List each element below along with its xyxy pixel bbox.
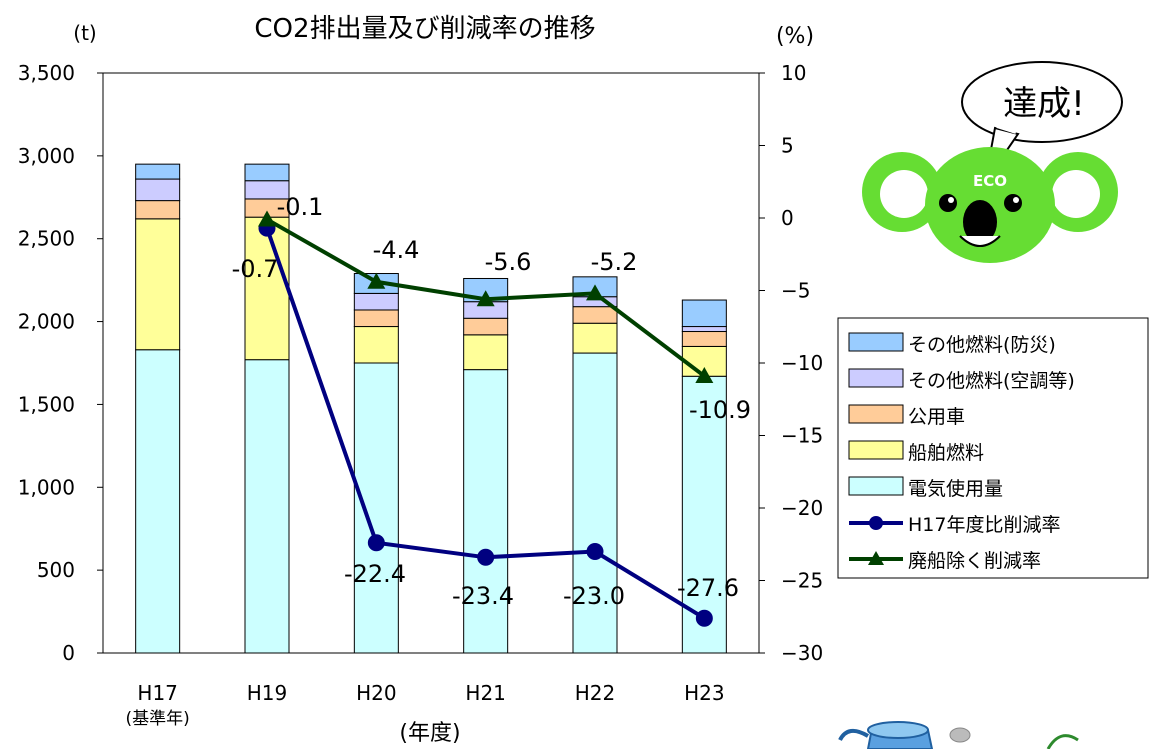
- y-left-tick-label: 3,000: [18, 144, 75, 168]
- data-labels: -0.7 -22.4 -23.4 -23.0 -27.6 -0.1 -4.4 -5.6 -5.2…: [232, 193, 751, 610]
- y-right-tick-label: 0: [781, 206, 794, 230]
- bar-segment: [244, 216, 290, 361]
- bar-segment: [353, 292, 399, 311]
- y-right-axis: −30 −25 −20 −15 −10 −5 0 5 10: [759, 61, 823, 665]
- bar-segment: [681, 299, 727, 328]
- line-point-triangle: [367, 272, 386, 289]
- x-tick-label: H21: [465, 681, 506, 705]
- y-left-tick-label: 1,500: [18, 392, 75, 416]
- line-data-label: -0.7: [232, 255, 279, 283]
- legend-label: 船舶燃料: [908, 442, 984, 464]
- y-left-tick-label: 1,000: [18, 475, 75, 499]
- line-point-triangle: [258, 210, 276, 227]
- line-point-triangle: [695, 367, 714, 384]
- legend-swatch: [848, 404, 904, 424]
- line-data-label: -5.2: [591, 248, 638, 276]
- y-right-tick-label: −5: [781, 279, 810, 303]
- y-left-axis: 0 500 1,000 1,500 2,000 2,500 3,000 3,500: [18, 61, 103, 665]
- y-right-tick-label: −10: [781, 351, 823, 375]
- y-right-tick-label: 10: [781, 61, 806, 85]
- bar-segment: [244, 163, 290, 182]
- bar-segment: [572, 322, 618, 354]
- bar-segment: [353, 326, 399, 364]
- line-point-circle: [367, 534, 385, 552]
- bar-segment: [463, 334, 509, 371]
- line-data-label: -0.1: [277, 193, 324, 221]
- bar-segment: [463, 369, 509, 654]
- x-axis: H17 (基準年) H19 H20 H21 H22 H23: [126, 681, 725, 729]
- y-left-tick-label: 2,500: [18, 227, 75, 251]
- bar-segment: [681, 326, 727, 333]
- line-point-circle: [477, 548, 495, 566]
- x-axis-label: (年度): [399, 721, 460, 746]
- bar-segment: [135, 178, 181, 202]
- bar-segment: [135, 218, 181, 351]
- koala-icon: ECO: [862, 147, 1118, 263]
- legend-swatch: [848, 332, 904, 352]
- line-point-triangle: [586, 284, 604, 301]
- bar-segment: [135, 163, 181, 180]
- line-data-label: -22.4: [344, 560, 406, 588]
- y-left-tick-label: 500: [37, 558, 75, 582]
- x-tick-sublabel: (基準年): [126, 709, 190, 729]
- rate-lines: [258, 210, 714, 627]
- legend-label: その他燃料(空調等): [908, 370, 1075, 392]
- bar-segment: [572, 352, 618, 654]
- legend-marker-circle: [869, 516, 883, 530]
- bar-segment: [463, 317, 509, 336]
- line-data-label: -10.9: [689, 396, 751, 424]
- koala-mascot: 達成! ECO: [862, 61, 1123, 263]
- legend-label: 電気使用量: [908, 478, 1003, 500]
- line-point-circle: [695, 609, 713, 627]
- line-point-circle: [586, 543, 604, 560]
- legend-swatch: [848, 476, 904, 496]
- legend-marker-triangle: [868, 551, 884, 565]
- x-tick-label: H23: [684, 681, 725, 705]
- legend-label: 廃船除く削減率: [908, 550, 1041, 572]
- y-right-tick-label: 5: [781, 134, 794, 158]
- bar-segment: [353, 362, 399, 654]
- y-left-unit: (t): [73, 21, 96, 45]
- stacked-bars: [135, 163, 727, 654]
- line-point-triangle: [476, 290, 495, 307]
- y-right-tick-label: −20: [781, 496, 823, 520]
- legend-swatch: [848, 368, 904, 388]
- y-left-tick-label: 0: [62, 641, 75, 665]
- bar-segment: [353, 309, 399, 328]
- eco-badge: ECO: [973, 172, 1007, 190]
- chart-title: CO2排出量及び削減率の推移: [254, 14, 595, 44]
- bar-segment: [681, 375, 727, 654]
- y-right-tick-label: −25: [781, 569, 823, 593]
- x-tick-label: H19: [247, 681, 288, 705]
- x-tick-label: H20: [356, 681, 397, 705]
- watering-can-icon: [838, 721, 934, 749]
- line-data-label: -5.6: [485, 248, 532, 276]
- legend-label: 公用車: [908, 406, 965, 428]
- line-data-label: -23.0: [563, 582, 625, 610]
- y-right-tick-label: −30: [781, 641, 823, 665]
- y-left-tick-label: 2,000: [18, 310, 75, 334]
- legend-label: その他燃料(防災): [908, 334, 1056, 356]
- bar-segment: [572, 306, 618, 324]
- bar-segment: [135, 349, 181, 654]
- y-right-tick-label: −15: [781, 424, 823, 448]
- sprout-icon: [949, 727, 1079, 749]
- bar-segment: [244, 359, 290, 654]
- legend-box: [837, 317, 1149, 579]
- x-tick-label: H22: [575, 681, 616, 705]
- plot-area: [102, 72, 760, 654]
- y-right-unit: (%): [776, 24, 814, 49]
- bar-segment: [135, 200, 181, 220]
- line-data-label: -23.4: [452, 582, 514, 610]
- legend-swatch: [848, 440, 904, 460]
- line-data-label: -27.6: [677, 574, 739, 602]
- y-left-tick-label: 3,500: [18, 61, 75, 85]
- x-tick-label: H17: [137, 681, 178, 705]
- line-data-label: -4.4: [373, 236, 420, 264]
- legend-label: H17年度比削減率: [908, 514, 1060, 536]
- bar-segment: [681, 331, 727, 347]
- speech-text: 達成!: [1003, 84, 1085, 124]
